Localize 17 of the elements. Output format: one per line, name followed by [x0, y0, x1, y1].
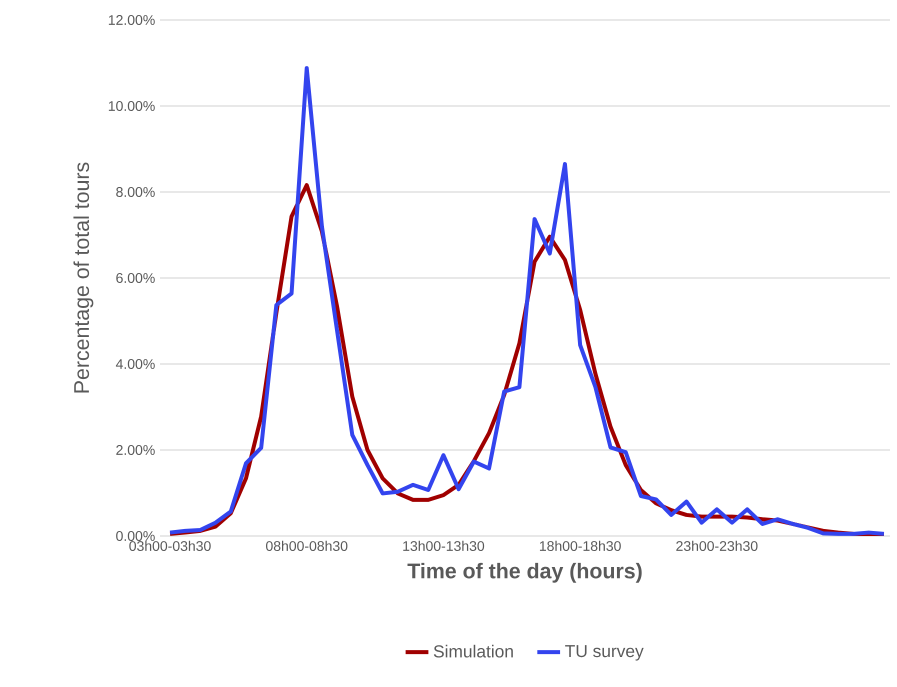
- x-tick-label: 08h00-08h30: [266, 540, 348, 552]
- y-tick-label: 4.00%: [116, 359, 155, 369]
- y-tick-label: 2.00%: [116, 445, 155, 455]
- line-series: [168, 66, 886, 536]
- y-tick-label: 10.00%: [108, 101, 155, 111]
- y-tick-label: 8.00%: [116, 187, 155, 197]
- y-tick-label: 6.00%: [116, 273, 155, 283]
- legend-label: TU survey: [565, 645, 644, 661]
- x-tick-label: 23h00-23h30: [676, 540, 758, 552]
- x-axis-title: Time of the day (hours): [407, 562, 642, 583]
- y-axis-title: Percentage of total tours: [73, 162, 94, 392]
- legend-label: Simulation: [434, 644, 513, 658]
- x-tick-label: 18h00-18h30: [540, 540, 621, 552]
- y-tick-label: 0.00%: [116, 531, 155, 541]
- y-tick-label: 12.00%: [108, 15, 155, 25]
- x-tick-label: 03h00-03h30: [129, 540, 211, 552]
- x-tick-label: 13h00-13h30: [403, 540, 484, 552]
